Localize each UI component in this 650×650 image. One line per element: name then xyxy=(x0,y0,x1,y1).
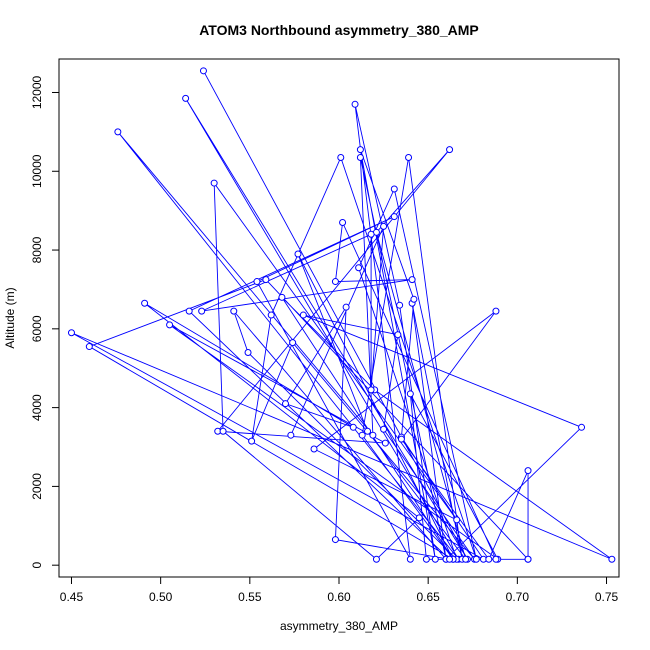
data-point xyxy=(299,311,307,319)
data-point xyxy=(431,555,439,563)
data-point xyxy=(331,536,339,544)
data-point xyxy=(524,555,532,563)
data-point xyxy=(166,321,174,329)
data-point xyxy=(472,555,480,563)
data-point xyxy=(367,386,375,394)
x-tick-label: 0.75 xyxy=(595,590,619,604)
data-point xyxy=(331,278,339,286)
x-tick-label: 0.50 xyxy=(149,590,173,604)
data-point xyxy=(364,427,372,435)
data-point xyxy=(67,329,75,337)
data-point xyxy=(492,307,500,315)
data-point xyxy=(253,278,261,286)
data-point xyxy=(369,431,377,439)
data-point xyxy=(342,303,350,311)
data-point xyxy=(219,427,227,435)
data-point xyxy=(198,307,206,315)
data-point xyxy=(578,423,586,431)
x-tick-label: 0.45 xyxy=(60,590,84,604)
y-tick-label: 10000 xyxy=(30,154,44,188)
data-point xyxy=(358,431,366,439)
data-point xyxy=(199,67,207,75)
data-point xyxy=(415,514,423,522)
data-point xyxy=(210,179,218,187)
data-point xyxy=(349,423,357,431)
x-tick-label: 0.60 xyxy=(327,590,351,604)
y-tick-label: 12000 xyxy=(30,75,44,109)
x-axis: 0.45 0.50 0.55 0.60 0.65 0.70 0.75 xyxy=(60,576,619,604)
data-point xyxy=(85,343,93,351)
series-line xyxy=(71,70,613,561)
y-tick-label: 0 xyxy=(30,562,44,569)
data-point xyxy=(372,555,380,563)
data-point xyxy=(380,222,388,230)
data-point xyxy=(453,516,461,524)
data-point xyxy=(182,94,190,102)
data-point xyxy=(282,400,289,408)
data-point xyxy=(406,555,414,563)
data-point xyxy=(114,128,122,136)
data-point xyxy=(422,555,430,563)
data-point xyxy=(608,555,616,563)
data-point xyxy=(524,467,532,475)
data-point xyxy=(287,431,295,439)
data-point xyxy=(396,301,404,309)
data-point xyxy=(408,276,416,284)
data-point xyxy=(356,153,364,161)
data-point xyxy=(462,555,470,563)
series-layer xyxy=(67,67,616,563)
data-point xyxy=(380,425,388,433)
data-point xyxy=(289,339,297,347)
y-tick-label: 8000 xyxy=(30,236,44,263)
data-point xyxy=(267,311,275,319)
data-point xyxy=(405,153,413,161)
data-point xyxy=(406,390,414,398)
y-tick-label: 4000 xyxy=(30,394,44,421)
data-point xyxy=(310,445,318,453)
data-point xyxy=(351,100,359,108)
data-point xyxy=(485,555,493,563)
data-point xyxy=(141,299,149,307)
y-tick-label: 2000 xyxy=(30,473,44,500)
x-tick-label: 0.70 xyxy=(506,590,530,604)
data-point xyxy=(278,293,286,301)
data-point xyxy=(294,250,302,258)
data-point xyxy=(446,146,454,154)
data-point xyxy=(262,276,270,284)
data-point xyxy=(337,153,345,161)
data-point xyxy=(244,348,252,356)
data-point xyxy=(367,230,375,238)
x-tick-label: 0.55 xyxy=(238,590,262,604)
data-point xyxy=(446,555,454,563)
data-point xyxy=(492,555,500,563)
data-point xyxy=(390,185,398,193)
data-point xyxy=(410,295,418,303)
y-tick-label: 6000 xyxy=(30,315,44,342)
data-point xyxy=(230,307,238,315)
data-point xyxy=(381,439,389,447)
chart-title: ATOM3 Northbound asymmetry_380_AMP xyxy=(199,22,479,38)
x-axis-label: asymmetry_380_AMP xyxy=(280,619,398,633)
data-point xyxy=(339,218,347,226)
data-point xyxy=(394,331,402,339)
y-axis-label: Altitude (m) xyxy=(3,287,17,348)
data-point xyxy=(390,213,398,221)
data-point xyxy=(397,435,405,443)
data-point xyxy=(355,264,363,272)
data-point xyxy=(248,437,256,445)
x-tick-label: 0.65 xyxy=(416,590,440,604)
data-point xyxy=(356,146,364,154)
y-axis: 0 2000 4000 6000 8000 10000 12000 xyxy=(30,75,60,569)
data-point xyxy=(185,307,193,315)
